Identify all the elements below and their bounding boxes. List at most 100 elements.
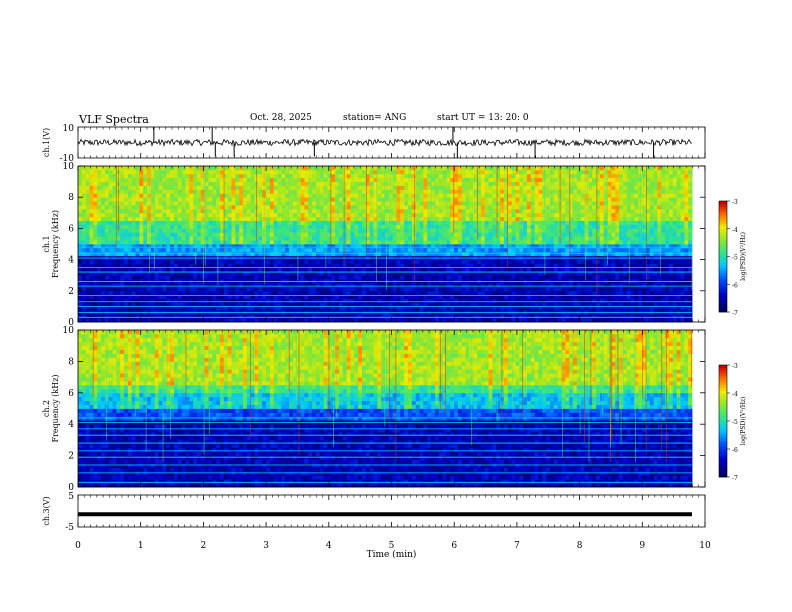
spectrogram-cell: [454, 201, 459, 206]
spectrogram-cell: [78, 240, 83, 245]
spectrogram-cell: [461, 244, 466, 249]
spectrogram-cell: [131, 247, 136, 253]
spectrogram-cell: [300, 247, 305, 253]
spectrogram-cell: [408, 173, 413, 179]
spectrogram-cell: [127, 290, 133, 296]
spectrogram-cell: [166, 166, 171, 171]
spectrogram-cell: [216, 275, 221, 280]
spectrogram-cell: [338, 240, 344, 245]
spectrogram-cell: [396, 251, 401, 257]
spectrogram-cell: [246, 185, 252, 190]
spectrogram-cell: [423, 302, 428, 307]
spectrogram-cell: [331, 212, 336, 218]
spectrogram-cell: [419, 185, 424, 190]
spectrogram-cell: [377, 318, 382, 323]
spectrogram-cell: [196, 173, 202, 179]
spectrogram-cell: [216, 318, 221, 323]
spectrogram-cell: [461, 298, 466, 303]
spectrogram-cell: [511, 216, 516, 221]
spectrogram-cell: [131, 286, 136, 292]
spectrogram-cell: [377, 267, 382, 272]
spectrogram-cell: [450, 302, 455, 307]
spectrogram-cell: [415, 232, 420, 237]
spectrogram-cell: [461, 306, 466, 311]
spectrogram-cell: [231, 173, 236, 179]
spectrogram-cell: [327, 302, 332, 307]
spectrogram-cell: [200, 259, 206, 264]
spectrogram-cell: [392, 201, 397, 206]
spectrogram-cell: [162, 302, 167, 307]
spectrogram-cell: [358, 185, 363, 190]
spectrogram-cell: [369, 197, 374, 202]
spectrogram-cell: [162, 259, 167, 264]
spectrogram-cell: [289, 314, 294, 319]
spectrogram-cell: [388, 294, 394, 299]
spectrogram-cell: [308, 185, 313, 190]
spectrogram-cell: [415, 271, 420, 276]
spectrogram-cell: [442, 181, 447, 186]
spectrogram-cell: [231, 224, 236, 229]
spectrogram-cell: [147, 314, 152, 319]
spectrogram-cell: [388, 197, 394, 202]
spectrogram-cell: [150, 208, 156, 214]
spectrogram-cell: [181, 216, 186, 221]
spectrogram-cell: [411, 314, 417, 319]
spectrogram-cell: [392, 181, 397, 186]
spectrogram-cell: [484, 177, 490, 182]
spectrogram-cell: [503, 177, 509, 182]
spectrogram-cell: [446, 228, 451, 233]
spectrogram-cell: [120, 216, 125, 221]
spectrogram-cell: [484, 173, 490, 179]
spectrogram-cell: [216, 232, 221, 237]
spectrogram-cell: [173, 275, 179, 280]
spectrogram-cell: [530, 236, 536, 241]
spectrogram-cell: [484, 236, 490, 241]
spectrogram-cell: [200, 283, 206, 288]
spectrogram-cell: [97, 224, 102, 229]
spectrogram-cell: [269, 232, 275, 237]
spectrogram-cell: [519, 244, 524, 249]
spectrogram-cell: [373, 185, 378, 190]
spectrogram-cell: [189, 314, 194, 319]
spectrogram-cell: [120, 220, 125, 225]
spectrogram-cell: [243, 306, 248, 311]
spectrogram-cell: [285, 189, 290, 194]
spectrogram-cell: [120, 290, 125, 296]
spectrogram-cell: [269, 286, 275, 292]
spectrogram-cell: [162, 189, 167, 194]
spectrogram-cell: [519, 169, 524, 175]
spectrogram-cell: [219, 216, 225, 221]
spectrogram-cell: [219, 189, 225, 194]
spectrogram-cell: [204, 228, 209, 233]
spectrogram-cell: [196, 290, 202, 296]
spectrogram-cell: [231, 286, 236, 292]
spectrogram-cell: [196, 314, 202, 319]
spectrogram-cell: [204, 306, 209, 311]
spectrogram-cell: [143, 189, 148, 194]
spectrogram-cell: [526, 290, 532, 296]
spectrogram-cell: [492, 267, 497, 272]
spectrogram-cell: [496, 236, 501, 241]
spectrogram-cell: [388, 228, 394, 233]
spectrogram-cell: [323, 283, 328, 288]
spectrogram-cell: [104, 267, 110, 272]
spectrogram-cell: [81, 224, 87, 229]
spectrogram-cell: [162, 212, 167, 218]
spectrogram-cell: [354, 169, 359, 175]
spectrogram-cell: [312, 306, 317, 311]
spectrogram-cell: [361, 208, 367, 214]
spectrogram-cell: [246, 212, 252, 218]
spectrogram-cell: [511, 298, 516, 303]
spectrogram-cell: [358, 193, 363, 198]
spectrogram-cell: [507, 318, 513, 323]
spectrogram-cell: [281, 302, 286, 307]
spectrogram-cell: [108, 236, 113, 241]
spectrogram-cell: [480, 216, 486, 221]
spectrogram-cell: [392, 247, 397, 253]
spectrogram-cell: [469, 294, 474, 299]
spectrogram-cell: [338, 228, 344, 233]
spectrogram-cell: [331, 166, 336, 171]
spectrogram-cell: [227, 197, 232, 202]
spectrogram-cell: [212, 220, 217, 225]
spectrogram-cell: [369, 216, 374, 221]
